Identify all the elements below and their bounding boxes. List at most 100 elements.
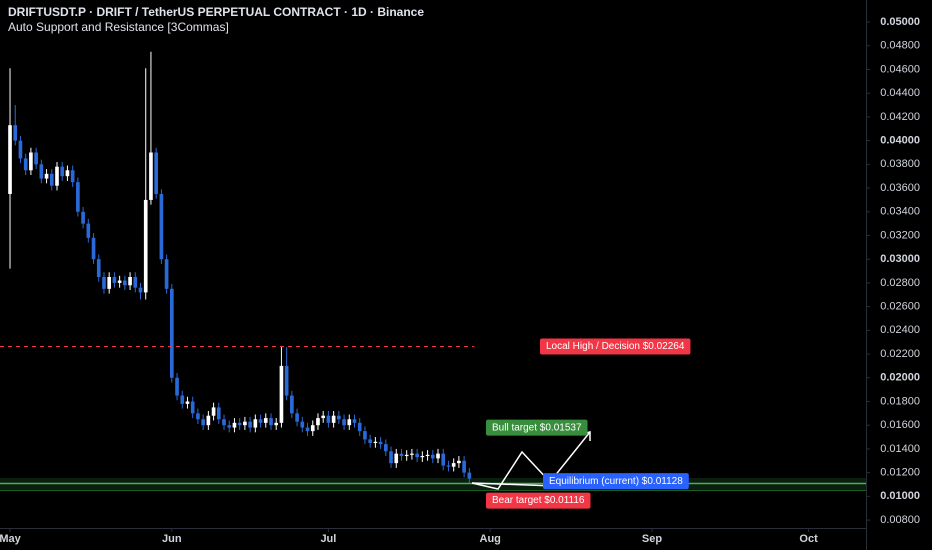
candle-body [143,199,148,293]
y-tick-label: 0.01800 [880,395,920,407]
candle-body [49,173,54,186]
candle-body [357,422,362,432]
candle-body [331,415,336,423]
candle-body [128,276,132,286]
candle-body [279,365,284,423]
candle-body [8,125,12,194]
candle-body [91,237,96,260]
candle-body [76,182,80,212]
candle-body [373,441,378,443]
candle-body [436,453,440,459]
candle-body [243,421,247,426]
candle-body [96,259,101,277]
candle-body [201,419,205,426]
candle-body [258,419,263,423]
candle-body [102,276,106,289]
candle-body [462,460,466,473]
candle-body [107,276,112,289]
candle-body [185,401,190,404]
x-tick-label: Oct [799,533,818,545]
y-tick-label: 0.03600 [880,182,920,194]
candle-body [190,401,195,414]
level-label-bg [486,419,588,436]
candle-body [368,439,372,443]
y-tick-label: 0.01000 [880,490,920,502]
projection-path [471,431,591,490]
candle-body [451,463,456,467]
y-tick-label: 0.02000 [880,372,920,384]
candle-body [23,158,28,171]
y-tick-label: 0.03400 [880,206,920,218]
candle-body [196,413,200,420]
candle-body [81,211,85,224]
candle-body [169,288,174,378]
candle-body [227,425,232,428]
candle-body [65,170,70,177]
candle-body [274,422,279,426]
y-tick-label: 0.02600 [880,301,920,313]
chart-title: DRIFTUSDT.P · DRIFT / TetherUS PERPETUAL… [8,5,424,19]
candle-body [310,425,315,432]
candle-body [138,287,143,293]
candle-body [347,419,352,426]
x-tick-label: Aug [480,533,501,545]
candle-body [290,395,294,414]
candle-body [404,454,409,457]
candle-body [232,422,237,428]
candle-body [410,453,414,455]
candle-body [206,415,211,426]
y-tick-label: 0.01200 [880,467,920,479]
y-tick-label: 0.04400 [880,87,920,99]
y-tick-label: 0.03800 [880,158,920,170]
candle-body [149,152,153,200]
y-tick-label: 0.03200 [880,229,920,241]
candle-body [441,453,446,466]
level-label: Local High / Decision $0.02264 [546,341,685,352]
candle-body [44,173,49,179]
candle-body [263,418,268,423]
candle-body [316,418,320,426]
candle-body [70,170,75,183]
candle-body [253,419,258,428]
candle-body [352,419,357,423]
candle-body [467,472,472,479]
candle-body [342,419,346,426]
level-label-bg [486,492,591,509]
level-label: Equilibrium (current) $0.01128 [549,476,683,487]
candle-body [378,441,383,445]
candle-body [180,395,185,404]
candle-body [300,421,305,428]
y-tick-label: 0.05000 [880,16,920,28]
candle-body [394,453,399,464]
candle-body [175,377,179,396]
x-tick-label: Jul [320,533,336,545]
candle-body [154,152,158,194]
y-tick-label: 0.01600 [880,419,920,431]
projection-path [471,482,556,487]
candle-body [18,140,23,159]
candle-body [399,453,404,457]
y-tick-label: 0.04200 [880,111,920,123]
y-tick-label: 0.00800 [880,514,920,526]
candle-body [34,152,38,165]
candle-body [284,365,289,396]
candle-body [363,431,367,440]
candle-body [420,456,425,458]
candle-body [457,460,461,464]
level-label-bg [543,473,689,490]
y-tick-label: 0.02800 [880,277,920,289]
candle-body [216,407,221,420]
y-tick-label: 0.02200 [880,348,920,360]
level-label: Bear target $0.01116 [492,495,585,506]
y-tick-label: 0.01400 [880,443,920,455]
candle-body [211,407,216,416]
y-tick-label: 0.04000 [880,135,920,147]
chart-subtitle: Auto Support and Resistance [3Commas] [8,20,229,34]
level-label-bg [540,338,691,355]
candle-body [222,419,226,426]
candle-body [164,259,169,289]
